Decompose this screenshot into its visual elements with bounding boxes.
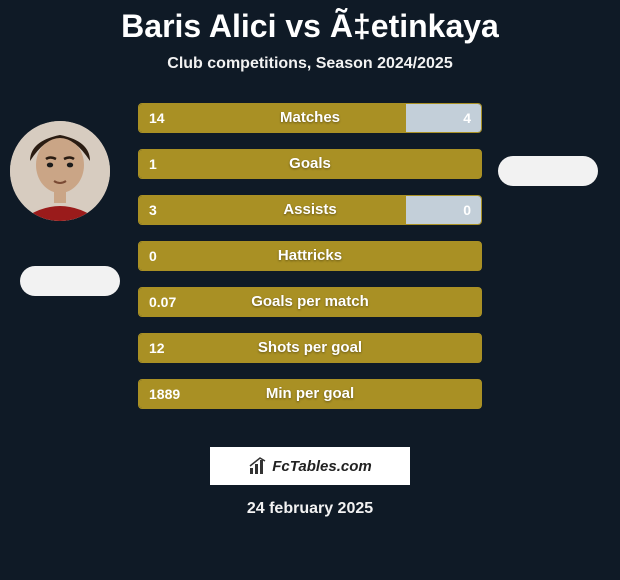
- infographic-date: 24 february 2025: [0, 500, 620, 518]
- stat-bar-row: 1Goals: [138, 149, 482, 179]
- player-left-flag: [20, 266, 120, 296]
- stat-label: Matches: [139, 104, 481, 132]
- stat-bars: 144Matches 1Goals 30Assists 0Hattricks 0.07G…: [138, 103, 482, 425]
- stat-label: Hattricks: [139, 242, 481, 270]
- stat-bar-row: 0Hattricks: [138, 241, 482, 271]
- stat-label: Goals per match: [139, 288, 481, 316]
- stat-label: Shots per goal: [139, 334, 481, 362]
- stat-bar-row: 1889Min per goal: [138, 379, 482, 409]
- stat-label: Goals: [139, 150, 481, 178]
- stat-bar-row: 12Shots per goal: [138, 333, 482, 363]
- avatar-placeholder-icon: [10, 121, 110, 221]
- player-left-avatar: [10, 121, 110, 221]
- logo-text: FcTables.com: [272, 458, 371, 475]
- logo-box: FcTables.com: [210, 447, 410, 485]
- stat-label: Assists: [139, 196, 481, 224]
- player-right-flag: [498, 156, 598, 186]
- page-title: Baris Alici vs Ã‡etinkaya: [0, 0, 620, 45]
- stat-bar-row: 144Matches: [138, 103, 482, 133]
- stat-label: Min per goal: [139, 380, 481, 408]
- comparison-infographic: Baris Alici vs Ã‡etinkaya Club competiti…: [0, 0, 620, 580]
- stat-bar-row: 30Assists: [138, 195, 482, 225]
- chart-icon: [248, 456, 268, 476]
- stat-bar-row: 0.07Goals per match: [138, 287, 482, 317]
- page-subtitle: Club competitions, Season 2024/2025: [0, 55, 620, 73]
